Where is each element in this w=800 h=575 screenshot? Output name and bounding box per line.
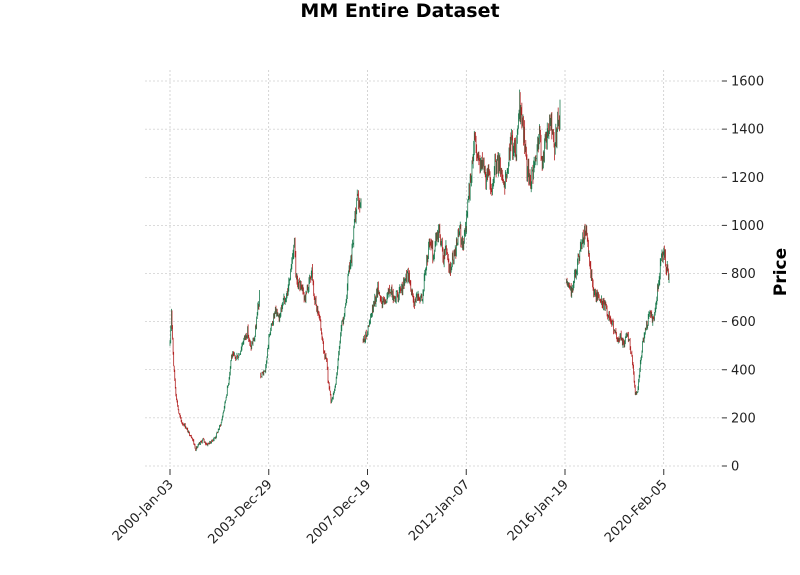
x-tick-label: 2000-Jan-03 — [110, 477, 177, 544]
x-tick-label: 2012-Jan-07 — [406, 477, 473, 544]
y-axis-label: Price — [771, 248, 791, 296]
y-tick-label: 1000 — [731, 219, 764, 234]
grid-lines — [145, 70, 722, 467]
y-tick-label: 800 — [731, 267, 756, 282]
x-tick-label: 2016-Jan-19 — [505, 477, 572, 544]
y-tick-label: 600 — [731, 315, 756, 330]
y-tick-label: 400 — [731, 363, 756, 378]
y-tick-label: 1400 — [731, 123, 764, 138]
x-tick-label: 2020-Feb-05 — [602, 477, 671, 546]
y-tick-label: 200 — [731, 411, 756, 426]
chart-title: MM Entire Dataset — [300, 0, 500, 22]
y-tick-label: 0 — [731, 460, 739, 475]
candles — [169, 89, 670, 452]
x-tick-label: 2003-Dec-29 — [205, 477, 275, 547]
axes: 0 200 400 600 800 1000 1200 1400 1600 2000-Jan-03… — [110, 75, 764, 548]
x-tick-label: 2007-Dec-19 — [304, 477, 374, 547]
y-tick-label: 1600 — [731, 75, 764, 90]
y-tick-label: 1200 — [731, 171, 764, 186]
